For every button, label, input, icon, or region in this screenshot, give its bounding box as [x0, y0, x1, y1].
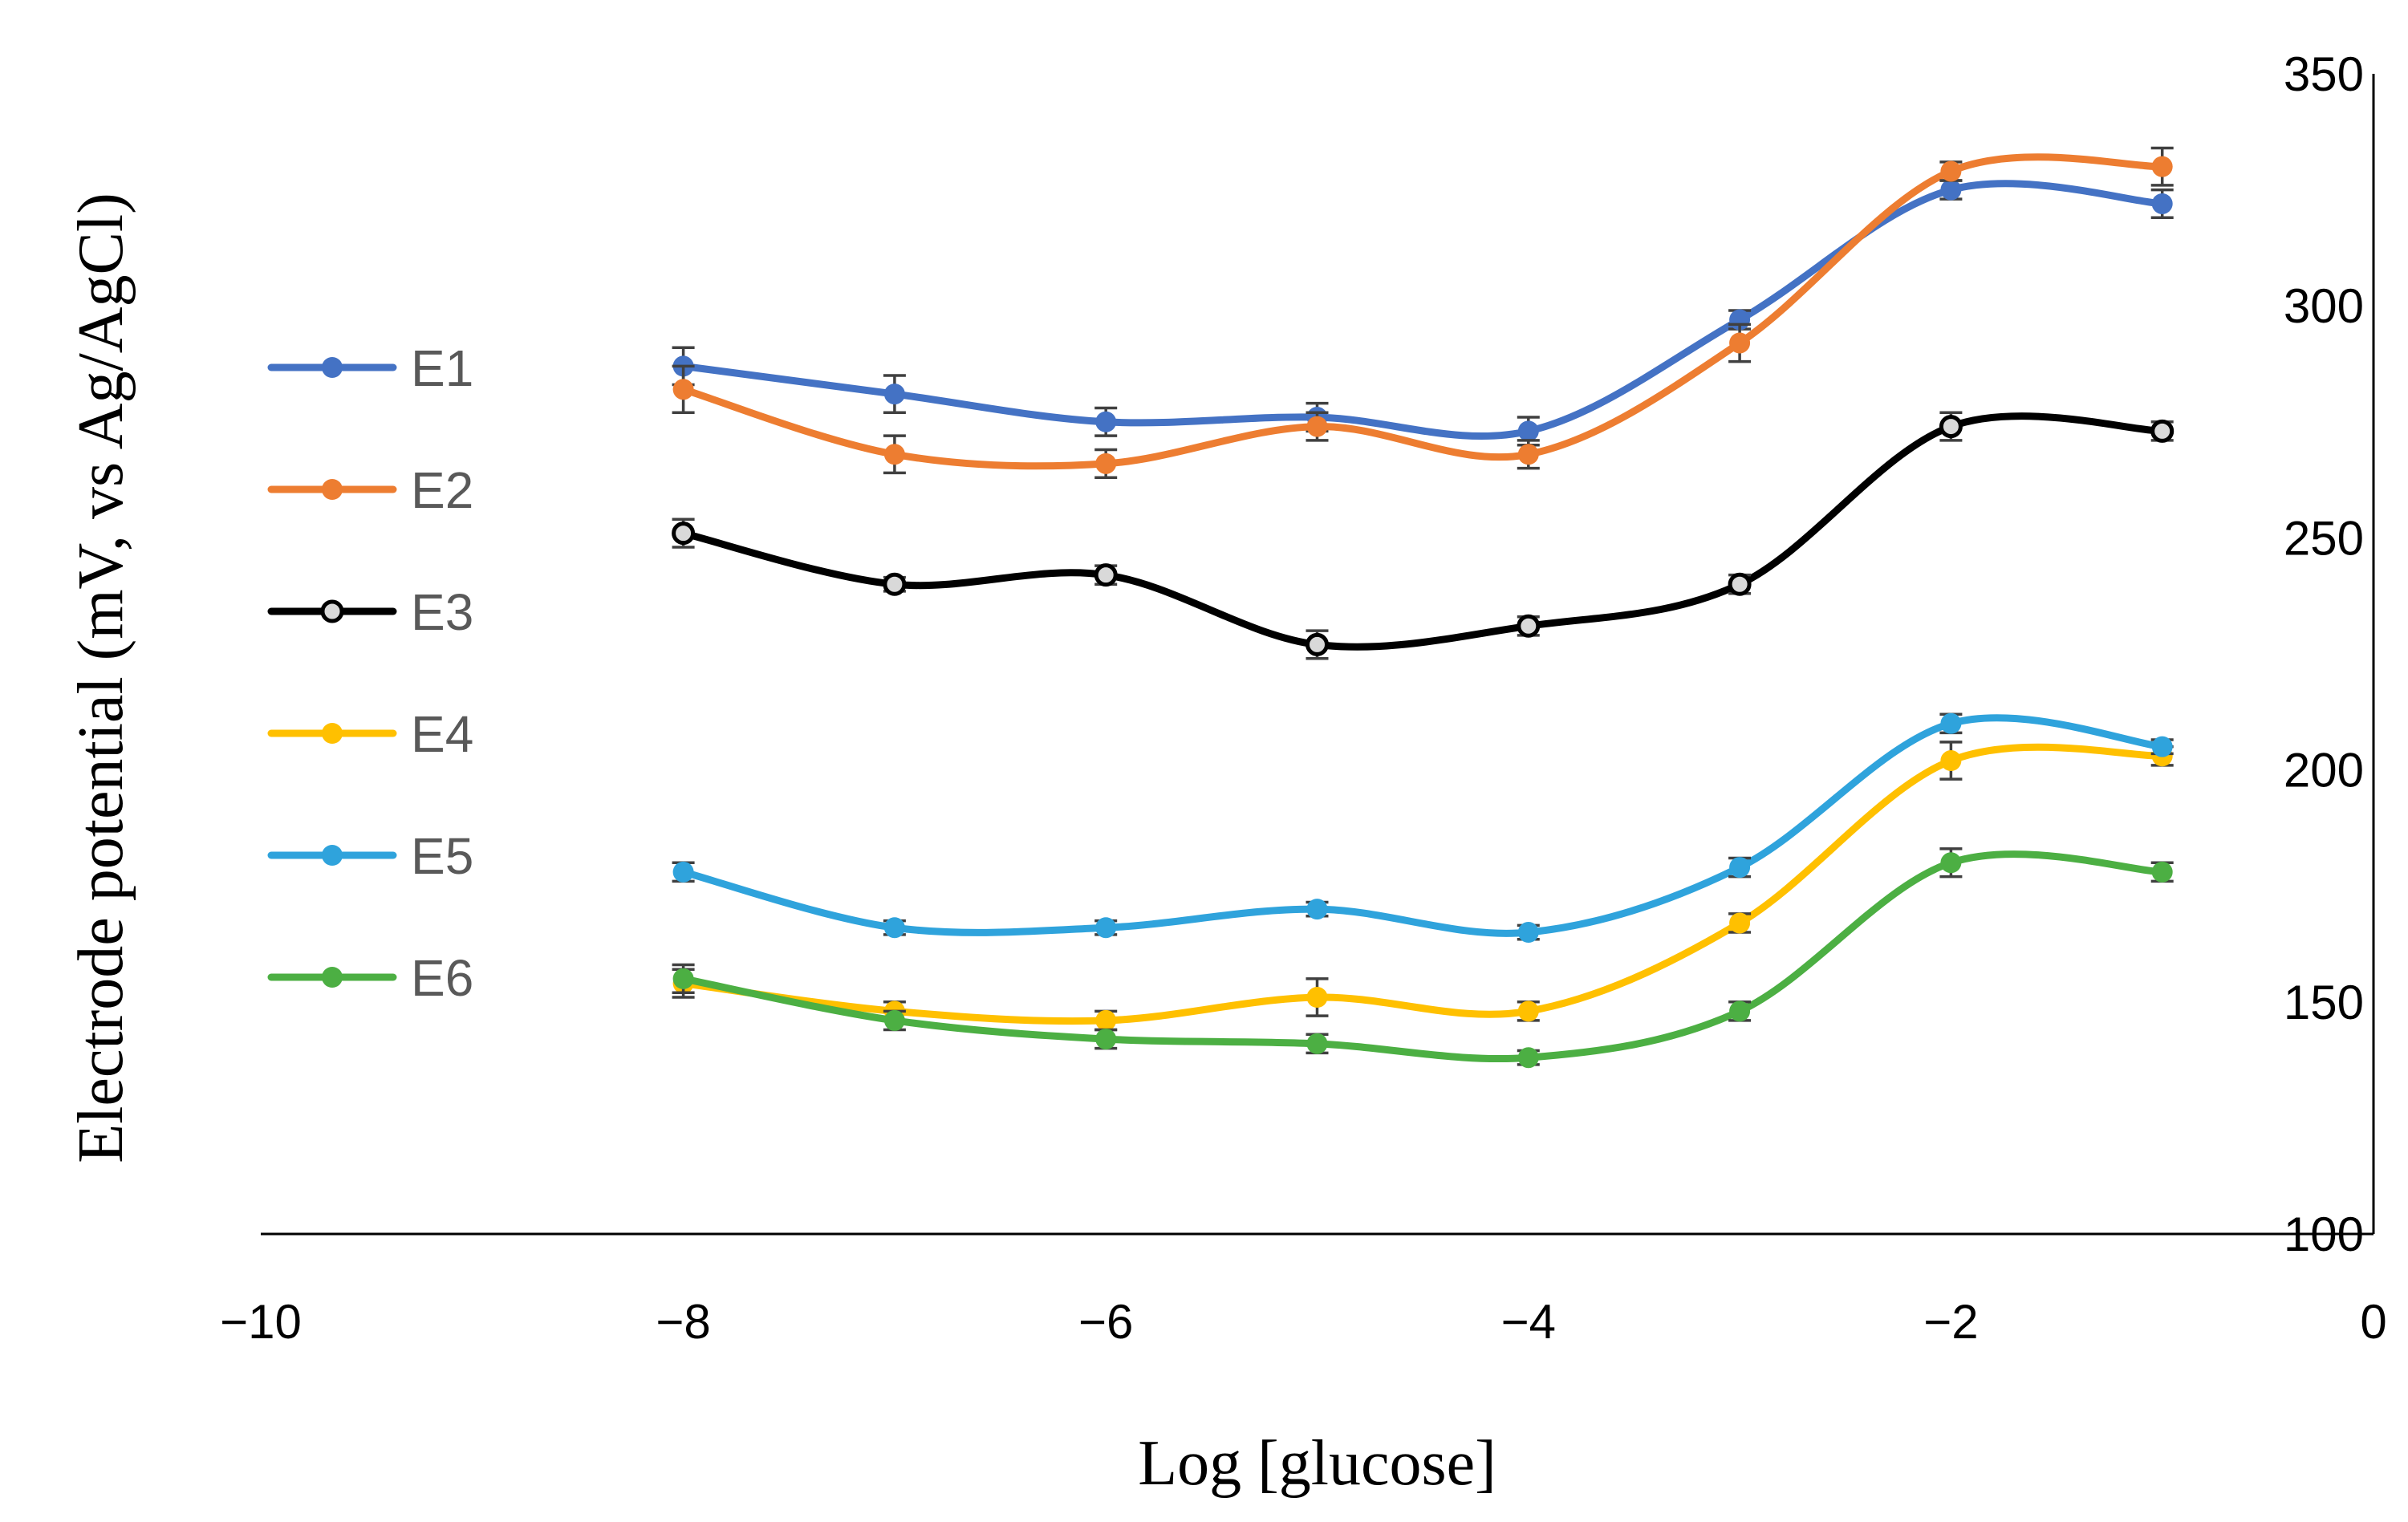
data-point: [1940, 160, 1962, 182]
data-point: [672, 379, 694, 400]
data-point: [1306, 899, 1328, 920]
data-point: [1940, 179, 1962, 201]
data-point: [883, 444, 905, 465]
legend: E1 E2 E3 E4 E5 E6: [267, 339, 473, 1007]
y-tick-label: 200: [2284, 744, 2364, 798]
data-point: [1729, 857, 1751, 879]
data-point: [1728, 572, 1752, 596]
legend-swatch-marker: [320, 599, 344, 623]
legend-label: E2: [411, 461, 473, 519]
legend-item-e6: E6: [267, 949, 473, 1007]
series-line-e5: [680, 714, 2166, 937]
series-line-e3: [680, 412, 2166, 651]
x-axis-title: Log [glucose]: [1138, 1428, 1496, 1499]
data-point: [1306, 416, 1328, 437]
data-point: [883, 384, 905, 405]
data-point: [1095, 411, 1117, 432]
series-e2: [672, 146, 2174, 479]
data-point: [1095, 1009, 1117, 1031]
data-point: [2151, 193, 2173, 214]
y-tick-label: 300: [2284, 279, 2364, 333]
data-point: [2151, 156, 2173, 177]
x-tick-label: −8: [656, 1295, 710, 1349]
legend-swatch-marker: [322, 723, 343, 744]
series-layer: [672, 146, 2175, 1069]
data-point: [1517, 420, 1539, 442]
y-axis-title: Electrode potential (mV, vs Ag/AgCl): [66, 193, 136, 1163]
legend-item-e4: E4: [267, 705, 473, 763]
series-line-e1: [680, 180, 2166, 440]
data-point: [1306, 987, 1328, 1009]
x-tick-label: −10: [220, 1295, 302, 1349]
series-e6: [672, 847, 2174, 1069]
series-line-e2: [680, 153, 2166, 470]
x-tick-labels: −10 −8 −6 −4 −2 0: [220, 1295, 2387, 1349]
x-axis: −10 −8 −6 −4 −2 0: [220, 1232, 2387, 1349]
data-point: [1306, 632, 1329, 656]
data-point: [1095, 1029, 1117, 1050]
y-tick-label: 350: [2284, 47, 2364, 101]
legend-item-e2: E2: [267, 461, 473, 519]
data-point: [1517, 1000, 1539, 1022]
data-point: [1095, 453, 1117, 474]
data-point: [672, 968, 694, 989]
legend-swatch-marker: [322, 479, 343, 500]
x-tick-label: −6: [1078, 1295, 1133, 1349]
series-e5: [672, 712, 2174, 944]
data-point: [883, 917, 905, 939]
data-point: [2151, 736, 2173, 757]
x-tick-label: −4: [1501, 1295, 1556, 1349]
legend-item-e1: E1: [267, 339, 473, 397]
legend-item-e5: E5: [267, 827, 473, 885]
y-tick-label: 150: [2284, 976, 2364, 1029]
data-point: [1517, 614, 1541, 638]
series-line-e4: [680, 743, 2166, 1025]
series-e1: [672, 179, 2174, 447]
data-point: [672, 522, 696, 546]
data-point: [2151, 861, 2173, 883]
series-e4: [672, 741, 2174, 1032]
data-point: [1729, 912, 1751, 934]
legend-label: E5: [411, 827, 473, 885]
series-e3: [672, 411, 2175, 660]
data-point: [672, 861, 694, 883]
data-point: [1306, 1033, 1328, 1054]
data-point: [1094, 563, 1118, 587]
data-point: [2150, 419, 2175, 443]
data-point: [1517, 1047, 1539, 1069]
data-point: [1939, 415, 1963, 439]
x-tick-label: −2: [1923, 1295, 1978, 1349]
data-point: [1940, 750, 1962, 772]
legend-swatch-marker: [322, 967, 343, 988]
data-point: [1729, 332, 1751, 354]
legend-label: E4: [411, 705, 473, 763]
legend-swatch-marker: [322, 845, 343, 866]
legend-label: E6: [411, 949, 473, 1007]
x-tick-label: 0: [2360, 1295, 2386, 1349]
legend-label: E1: [411, 339, 473, 397]
data-point: [1095, 917, 1117, 939]
data-point: [1517, 444, 1539, 465]
data-point: [1517, 922, 1539, 944]
series-line-e6: [680, 850, 2166, 1063]
legend-item-e3: E3: [267, 583, 473, 641]
legend-swatch-marker: [322, 357, 343, 378]
y-tick-label: 250: [2284, 511, 2364, 565]
data-point: [1940, 852, 1962, 874]
data-point: [883, 572, 907, 596]
data-point: [1940, 712, 1962, 734]
legend-label: E3: [411, 583, 473, 641]
data-point: [1729, 1000, 1751, 1022]
data-point: [883, 1009, 905, 1031]
